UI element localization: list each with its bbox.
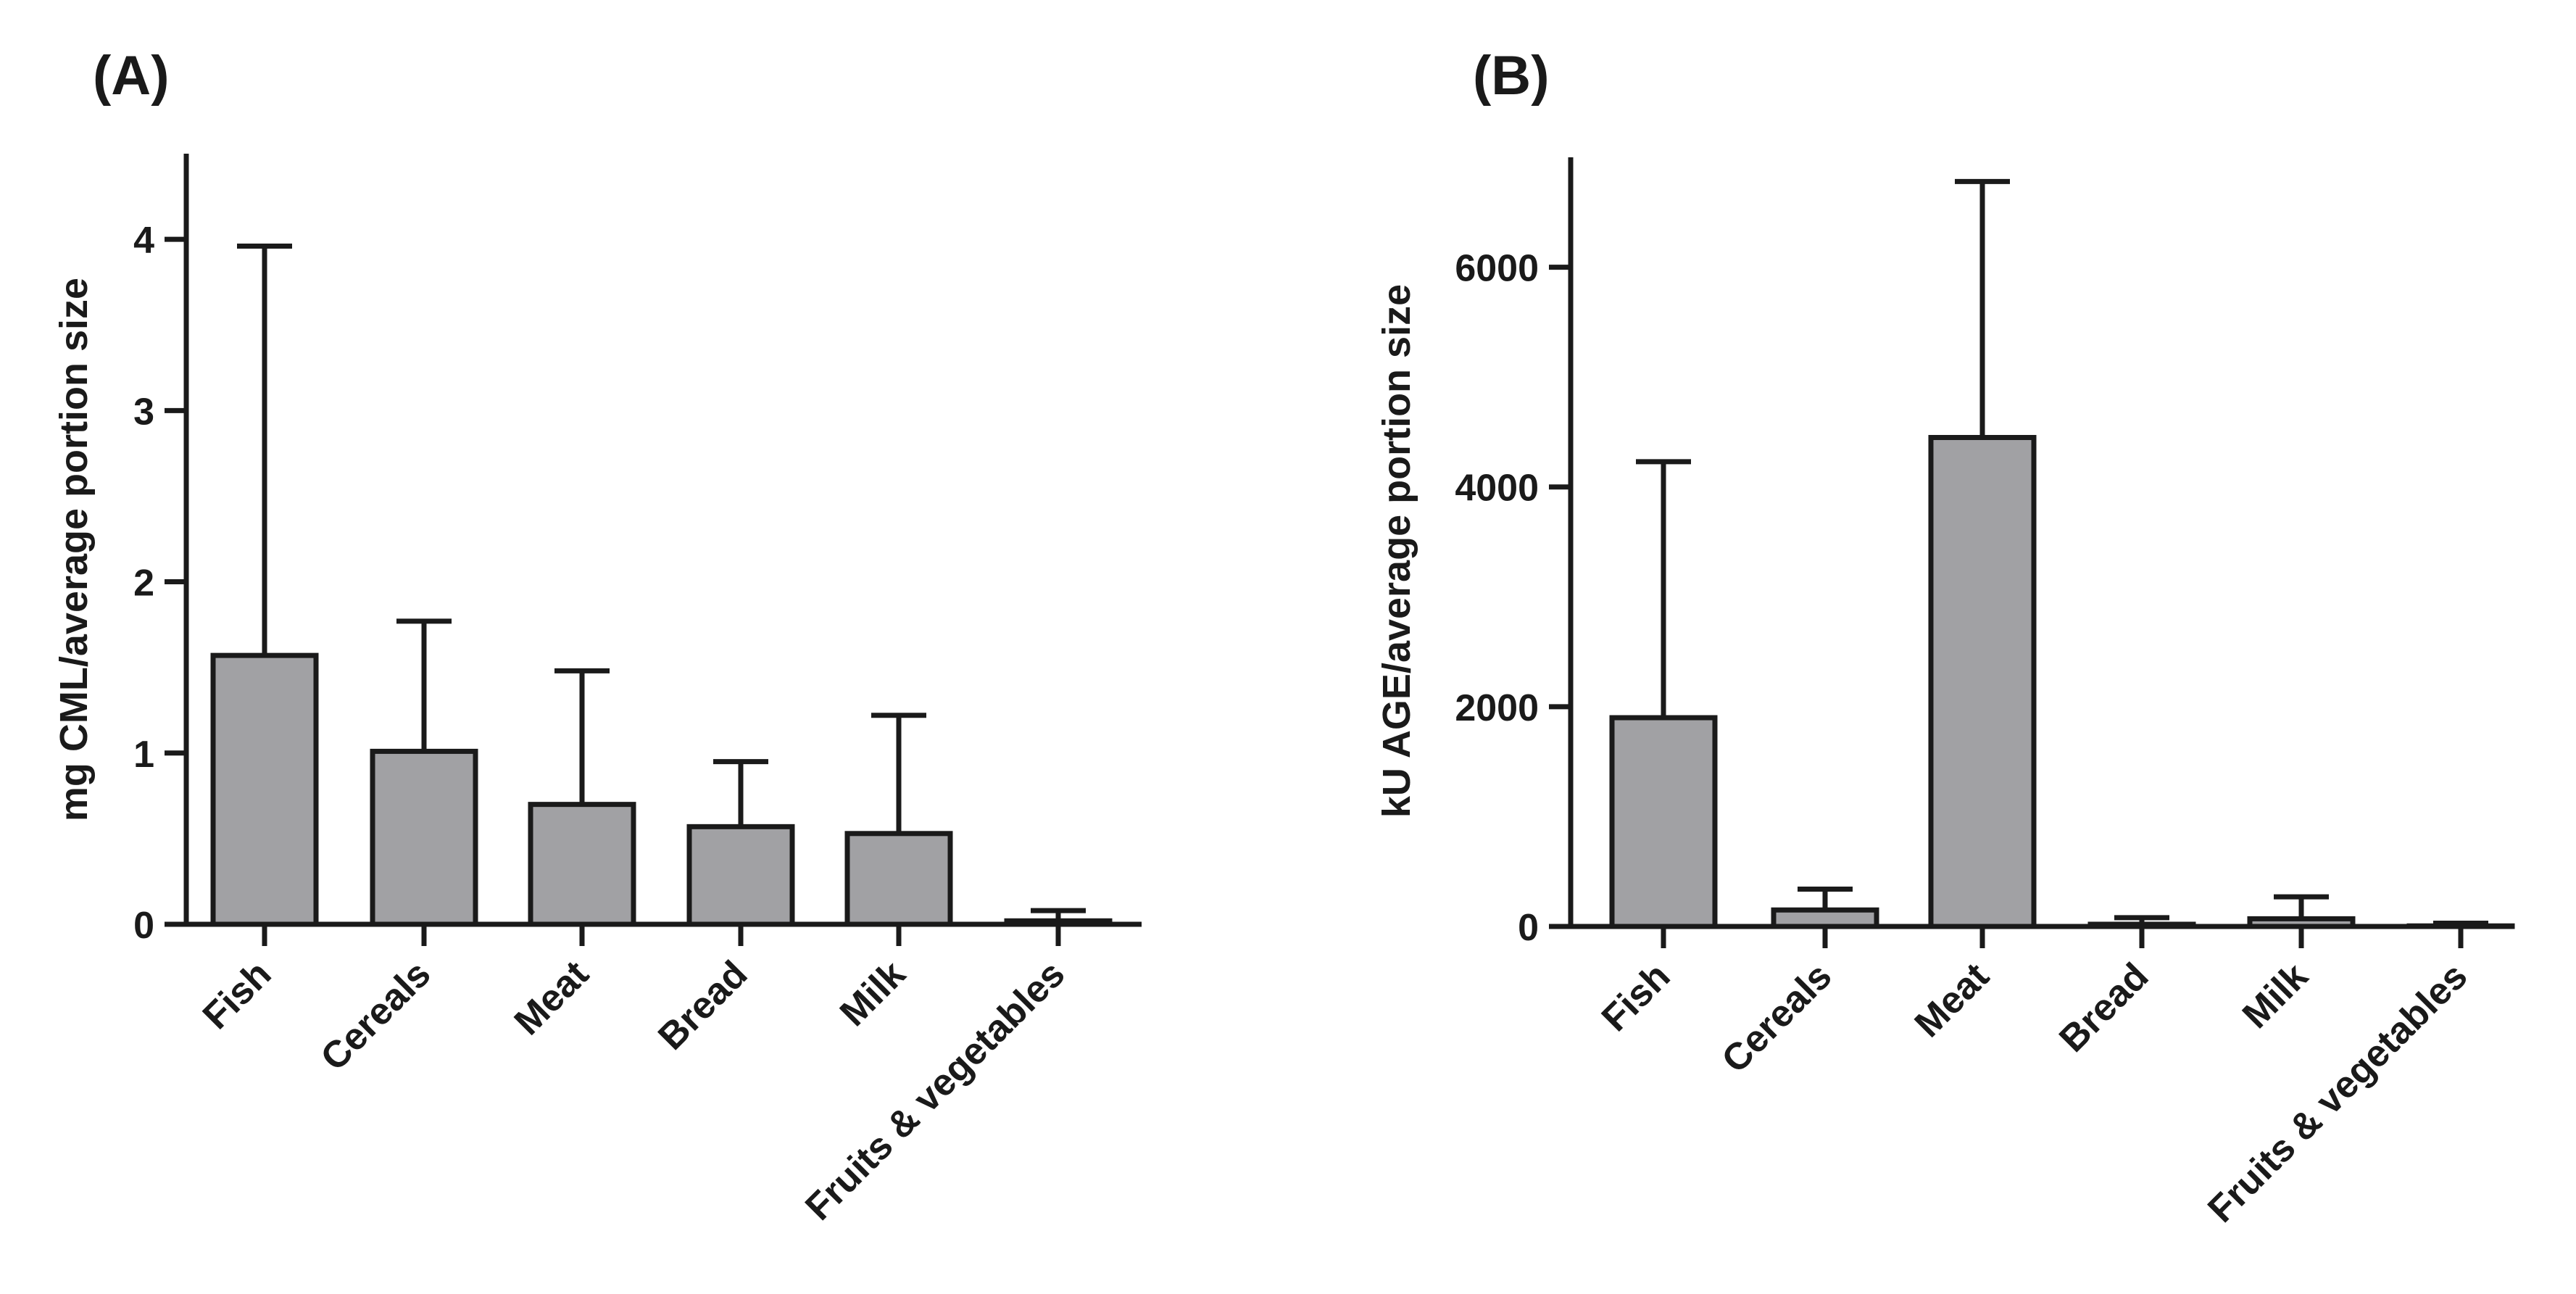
panel-a-bar bbox=[210, 652, 319, 927]
panel-b-y-tick-label: 6000 bbox=[1455, 248, 1539, 290]
panel-a-category-label: Bread bbox=[650, 953, 755, 1058]
panel-a-y-axis-title: mg CML/average portion size bbox=[52, 278, 96, 821]
panel-a-y-tick-label: 1 bbox=[133, 734, 154, 776]
panel-a-y-tick-label: 4 bbox=[133, 220, 154, 262]
panel-b-category-label: Cereals bbox=[1714, 955, 1840, 1081]
panel-a-label: (A) bbox=[93, 45, 170, 107]
panel-b-label: (B) bbox=[1473, 45, 1550, 107]
panel-b-bar bbox=[1771, 907, 1879, 929]
panel-a-y-tick-label: 0 bbox=[133, 905, 154, 947]
panel-a-bar bbox=[1004, 918, 1113, 927]
panel-b-category-label: Bread bbox=[2051, 955, 2156, 1060]
panel-b-category-label: Meat bbox=[1907, 955, 1998, 1045]
panel-b-category-label: Fruits & vegetables bbox=[2200, 955, 2475, 1230]
panel-b-y-tick-label: 2000 bbox=[1455, 687, 1539, 729]
panel-a-category-label: Cereals bbox=[313, 953, 439, 1079]
panel-b-y-axis-title: kU AGE/average portion size bbox=[1375, 284, 1418, 818]
panel-a-bar-chart: (A) mg CML/average portion size 0 1 2 3 4 Fis… bbox=[52, 45, 1142, 1229]
panel-a-y-tick-label: 2 bbox=[133, 563, 154, 605]
panel-a-y-tick-label: 3 bbox=[133, 391, 154, 433]
panel-a-bar bbox=[844, 831, 953, 927]
panel-a-category-label: Milk bbox=[832, 953, 914, 1034]
panel-b-category-label: Fish bbox=[1594, 955, 1679, 1040]
panel-b-bar bbox=[2247, 916, 2356, 929]
panel-b-category-label: Milk bbox=[2235, 955, 2317, 1037]
panel-b-bar-chart: (B) kU AGE/average portion size 0 2000 400… bbox=[1375, 45, 2515, 1231]
panel-b-bar bbox=[2087, 921, 2196, 929]
panel-a-bar bbox=[370, 748, 478, 927]
panel-b-bar bbox=[1928, 435, 2037, 929]
panel-a-bar bbox=[528, 802, 636, 927]
panel-a-bar bbox=[686, 824, 795, 927]
panel-b-y-tick-label: 4000 bbox=[1455, 468, 1539, 510]
panel-a-category-label: Meat bbox=[507, 953, 597, 1043]
panel-a-category-label: Fish bbox=[195, 953, 280, 1037]
panel-b-bar bbox=[1609, 715, 1718, 929]
panel-b-y-tick-label: 0 bbox=[1518, 907, 1539, 949]
panel-a-category-label: Fruits & vegetables bbox=[797, 953, 1073, 1228]
